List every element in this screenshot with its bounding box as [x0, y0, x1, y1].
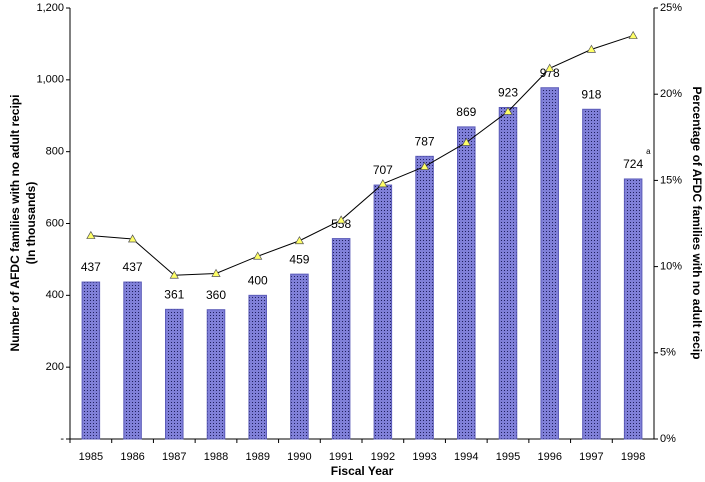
bar — [540, 87, 559, 440]
value-label: 869 — [456, 105, 476, 119]
y2-axis-title: Percentage of AFDC families with no adul… — [690, 87, 704, 360]
value-label: 437 — [81, 260, 101, 274]
bar — [248, 294, 267, 440]
y2-tick-label: 10% — [660, 261, 682, 273]
annotation: a — [646, 147, 651, 156]
y-tick-label: 1,000 — [36, 74, 64, 86]
y-tick-label: 1,200 — [36, 2, 64, 14]
y-tick-label: 200 — [46, 361, 64, 373]
value-label: 918 — [581, 87, 601, 101]
value-label: 923 — [498, 86, 518, 100]
marker — [127, 234, 138, 243]
x-tick-label: 1994 — [454, 451, 478, 463]
value-label: 724 — [623, 157, 643, 171]
value-label: 360 — [206, 288, 226, 302]
marker — [86, 230, 96, 239]
bar — [415, 155, 434, 440]
marker — [253, 251, 263, 260]
x-tick-label: 1988 — [204, 451, 228, 463]
marker — [503, 106, 513, 115]
y2-tick-label: 15% — [660, 174, 682, 186]
x-axis-title: Fiscal Year — [331, 464, 394, 478]
x-tick-label: 1990 — [287, 451, 311, 463]
marker — [336, 215, 346, 224]
bar — [206, 309, 226, 440]
bar — [582, 108, 601, 440]
bar — [165, 308, 184, 440]
x-tick-label: 1986 — [120, 451, 144, 463]
y2-tick-label: 0% — [660, 433, 676, 445]
x-tick-label: 1985 — [79, 451, 103, 463]
bar — [81, 281, 101, 440]
y2-tick-label: 20% — [660, 88, 682, 100]
x-tick-label: 1991 — [329, 451, 353, 463]
marker — [419, 161, 430, 170]
bar — [373, 184, 393, 440]
bar — [331, 238, 351, 440]
x-tick-label: 1993 — [412, 451, 436, 463]
value-label: 437 — [123, 260, 143, 274]
y-tick-label: 600 — [46, 217, 64, 229]
y2-tick-label: 25% — [660, 2, 682, 14]
marker — [294, 236, 305, 245]
y-tick-label: 400 — [46, 289, 64, 301]
value-label: 787 — [415, 135, 435, 149]
value-label: 978 — [540, 66, 560, 80]
x-tick-label: 1995 — [496, 451, 520, 463]
y-tick-label: 800 — [46, 146, 64, 158]
y-axis-title: Number of AFDC families with no adult re… — [8, 95, 22, 352]
y2-tick-label: 5% — [660, 347, 676, 359]
marker — [169, 270, 179, 279]
x-tick-label: 1987 — [162, 451, 186, 463]
x-tick-label: 1997 — [579, 451, 603, 463]
bar — [457, 126, 476, 440]
x-tick-label: 1998 — [621, 451, 645, 463]
x-tick-label: 1989 — [245, 451, 269, 463]
line — [90, 35, 634, 276]
y-axis-title: (In thousands) — [24, 182, 38, 265]
marker — [586, 44, 597, 53]
value-label: 400 — [248, 274, 268, 288]
marker — [378, 179, 388, 188]
marker — [461, 137, 471, 146]
marker — [545, 63, 555, 72]
bar — [623, 178, 643, 440]
marker — [211, 268, 221, 277]
marker — [628, 30, 638, 39]
value-label: 558 — [331, 217, 351, 231]
bar — [123, 281, 142, 440]
bar — [498, 106, 518, 440]
y-tick-label: - — [60, 433, 64, 445]
bar — [290, 273, 309, 440]
x-tick-label: 1992 — [371, 451, 395, 463]
x-tick-label: 1996 — [537, 451, 561, 463]
value-label: 361 — [164, 288, 184, 302]
value-label: 459 — [289, 252, 309, 266]
value-label: 707 — [373, 163, 393, 177]
